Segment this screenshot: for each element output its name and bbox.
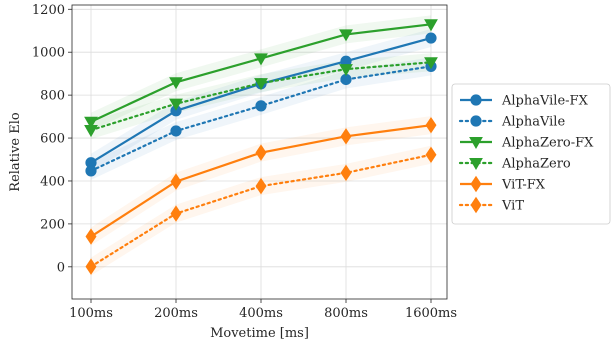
data-point	[425, 32, 437, 44]
y-tick-label: 1200	[32, 3, 65, 18]
data-point	[254, 53, 268, 66]
y-tick-label: 600	[40, 132, 65, 147]
legend: AlphaVile-FX AlphaVile AlphaZero-FX AlphaZe…	[451, 83, 611, 225]
data-point	[255, 177, 267, 195]
legend-marker	[470, 196, 482, 214]
data-point	[425, 116, 437, 134]
x-tick-label: 800ms	[324, 306, 368, 321]
data-point	[254, 78, 268, 91]
legend-marker	[470, 115, 482, 127]
data-point	[170, 125, 182, 137]
plot-frame	[71, 4, 448, 300]
legend-box	[451, 83, 611, 225]
legend-item: AlphaZero-FX	[460, 136, 594, 151]
data-point	[424, 19, 438, 32]
series-line	[89, 153, 433, 268]
data-point	[170, 205, 182, 222]
data-point	[255, 144, 267, 161]
legend-item: ViT-FX	[460, 175, 546, 193]
data-point	[170, 173, 182, 190]
grid-lines	[72, 5, 447, 299]
data-point	[85, 258, 97, 275]
series-vit-fx	[85, 116, 437, 245]
legend-label: AlphaZero	[501, 157, 571, 172]
series-band	[91, 15, 431, 131]
legend-item: AlphaVile-FX	[460, 94, 589, 109]
legend-label: ViT	[501, 199, 524, 214]
data-point	[255, 100, 267, 112]
data-point	[339, 64, 353, 77]
data-point	[85, 228, 97, 245]
legend-item: ViT	[458, 196, 524, 214]
x-axis-label: Movetime [ms]	[210, 326, 309, 341]
data-point	[169, 98, 183, 111]
data-point	[424, 57, 438, 70]
series-vit	[85, 146, 437, 275]
legend-item: AlphaZero	[458, 157, 571, 172]
y-tick-label: 1000	[32, 46, 65, 61]
axis-ticks: 0 200 400 600 800 1000 1200 100ms 200ms 400ms 800m…	[32, 3, 457, 321]
x-tick-label: 1600ms	[405, 306, 457, 321]
legend-label: AlphaVile	[501, 115, 565, 130]
data-point	[339, 29, 353, 42]
legend-label: ViT-FX	[501, 178, 546, 193]
data-point	[340, 128, 352, 145]
data-point	[84, 125, 98, 138]
data-point	[84, 116, 98, 129]
y-tick-label: 400	[40, 174, 65, 189]
series-band	[91, 57, 431, 180]
data-point	[169, 77, 183, 90]
data-point	[340, 164, 352, 182]
series-group	[84, 19, 438, 275]
legend-marker	[469, 157, 483, 171]
x-tick-label: 100ms	[69, 306, 113, 321]
series-alphazero-fx	[84, 19, 438, 129]
y-tick-label: 800	[40, 89, 65, 104]
y-tick-label: 200	[40, 217, 65, 232]
series-alphazero	[84, 57, 438, 138]
y-tick-label: 0	[57, 260, 65, 275]
legend-marker	[469, 136, 483, 150]
legend-label: AlphaVile-FX	[501, 94, 589, 109]
y-axis-label: Relative Elo	[8, 112, 23, 192]
legend-item: AlphaVile	[458, 115, 565, 130]
legend-marker	[470, 94, 482, 106]
legend-label: AlphaZero-FX	[501, 136, 594, 151]
x-tick-label: 200ms	[154, 306, 198, 321]
x-tick-label: 400ms	[239, 306, 283, 321]
legend-marker	[470, 175, 482, 193]
data-point	[425, 146, 437, 164]
data-point	[85, 165, 97, 177]
